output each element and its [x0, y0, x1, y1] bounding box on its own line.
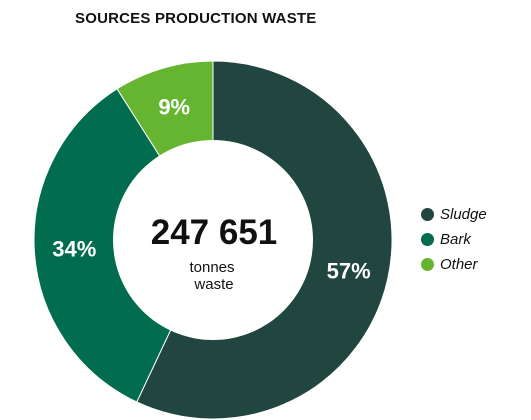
center-unit-line-2: waste	[193, 276, 233, 293]
legend-item-other: Other	[421, 256, 487, 273]
legend: Sludge Bark Other	[421, 206, 487, 273]
legend-label-other: Other	[440, 256, 478, 273]
slice-label-bark: 34%	[52, 237, 96, 262]
legend-swatch-bark	[421, 233, 434, 246]
legend-swatch-sludge	[421, 208, 434, 221]
chart-title: SOURCES PRODUCTION WASTE	[75, 10, 317, 27]
legend-item-bark: Bark	[421, 231, 487, 248]
slice-labels: 57% 34% 9%	[52, 95, 370, 284]
slice-label-other: 9%	[158, 95, 190, 120]
legend-label-bark: Bark	[440, 231, 471, 248]
legend-label-sludge: Sludge	[440, 206, 487, 223]
center-total-value: 247 651	[151, 213, 278, 252]
slice-label-sludge: 57%	[327, 258, 371, 283]
donut-hole	[113, 140, 313, 340]
legend-swatch-other	[421, 258, 434, 271]
legend-item-sludge: Sludge	[421, 206, 487, 223]
center-unit-line-1: tonnes	[189, 259, 234, 276]
